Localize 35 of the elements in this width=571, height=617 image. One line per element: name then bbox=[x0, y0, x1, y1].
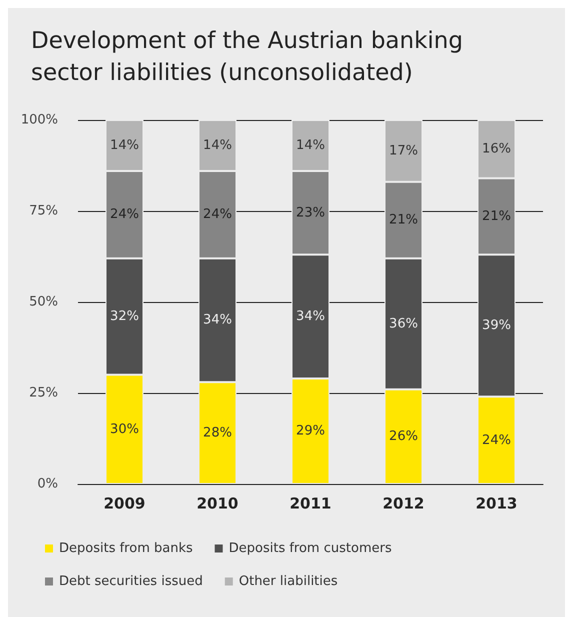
data-label: 14% bbox=[203, 138, 232, 153]
data-label: 23% bbox=[296, 205, 325, 220]
data-label: 17% bbox=[389, 143, 418, 158]
legend-label: Deposits from banks bbox=[59, 541, 193, 556]
y-tick-label: 75% bbox=[29, 204, 58, 218]
legend-label: Deposits from customers bbox=[228, 541, 392, 556]
chart-title: Development of the Austrian banking sector liabilities (unconsolidated) bbox=[31, 28, 470, 86]
data-label: 30% bbox=[110, 422, 139, 437]
data-label: 24% bbox=[482, 432, 511, 448]
legend-label: Debt securities issued bbox=[59, 574, 203, 589]
data-label: 34% bbox=[296, 309, 325, 324]
data-label: 28% bbox=[203, 426, 232, 441]
data-label: 21% bbox=[482, 208, 511, 224]
data-label: 34% bbox=[203, 312, 232, 328]
y-tick-label: 50% bbox=[29, 294, 58, 310]
data-label: 16% bbox=[482, 142, 511, 157]
x-tick-label: 2009 bbox=[104, 494, 146, 512]
x-tick-label: 2010 bbox=[196, 494, 238, 512]
legend-label: Other liabilities bbox=[238, 574, 338, 589]
data-label: 39% bbox=[482, 318, 511, 334]
data-label: 24% bbox=[110, 207, 139, 222]
data-label: 32% bbox=[110, 309, 139, 324]
data-label: 36% bbox=[389, 316, 418, 332]
x-tick-label: 2013 bbox=[476, 494, 518, 512]
data-label: 26% bbox=[389, 429, 418, 444]
x-tick-label: 2011 bbox=[290, 494, 332, 512]
data-label: 21% bbox=[389, 212, 418, 228]
data-label: 24% bbox=[203, 207, 232, 222]
x-tick-label: 2012 bbox=[382, 494, 424, 512]
data-label: 14% bbox=[110, 138, 139, 153]
data-label: 14% bbox=[296, 138, 325, 153]
data-label: 29% bbox=[296, 424, 325, 439]
y-tick-label: 0% bbox=[37, 476, 58, 492]
y-tick-label: 25% bbox=[29, 386, 58, 400]
y-tick-label: 100% bbox=[20, 112, 58, 128]
